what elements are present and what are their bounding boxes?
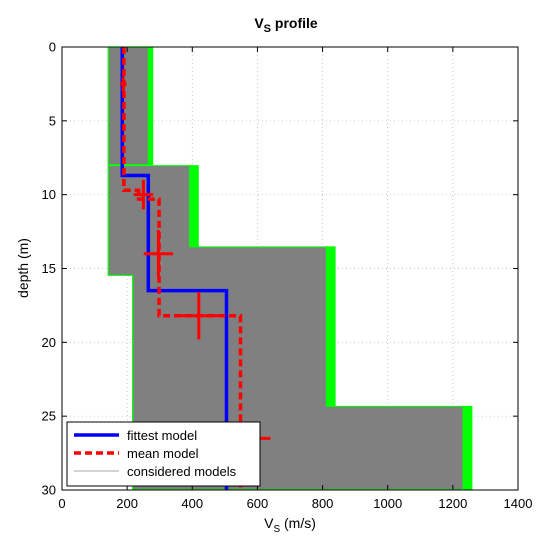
x-axis-label: VS (m/s)	[264, 515, 316, 535]
x-tick-label: 800	[312, 496, 334, 511]
y-tick-label: 5	[49, 113, 56, 128]
considered-envelope-core	[108, 48, 148, 165]
y-tick-label: 10	[42, 187, 56, 202]
x-tick-label: 1000	[373, 496, 402, 511]
x-tick-label: 200	[116, 496, 138, 511]
tick-labels: 0 200 400 600 800 1000 1200 1400 0 5 10 15 20 25 30	[42, 40, 533, 512]
x-tick-label: 400	[181, 496, 203, 511]
legend-label-fittest: fittest model	[127, 428, 197, 443]
mean-model-line	[122, 47, 243, 490]
legend-label-considered: considered models	[127, 464, 237, 479]
chart-title-subscript: S	[264, 23, 271, 35]
x-tick-label: 1200	[438, 496, 467, 511]
y-tick-label: 15	[42, 261, 56, 276]
fittest-model-line	[120, 47, 229, 490]
y-tick-label: 25	[42, 409, 56, 424]
x-tick-label: 0	[58, 496, 65, 511]
considered-envelope-core	[133, 247, 326, 408]
y-tick-label: 0	[49, 40, 56, 55]
legend-label-mean: mean model	[127, 446, 199, 461]
legend: fittest model mean model considered mode…	[66, 421, 261, 487]
axes-frame	[61, 46, 519, 491]
y-tick-label: 20	[42, 335, 56, 350]
y-axis-label: depth (m)	[15, 238, 31, 298]
x-tick-label: 600	[247, 496, 269, 511]
x-axis-label-subscript: S	[273, 524, 280, 535]
chart-title: VS profile	[254, 15, 318, 35]
y-tick-label: 30	[42, 483, 56, 498]
x-tick-label: 1400	[504, 496, 533, 511]
